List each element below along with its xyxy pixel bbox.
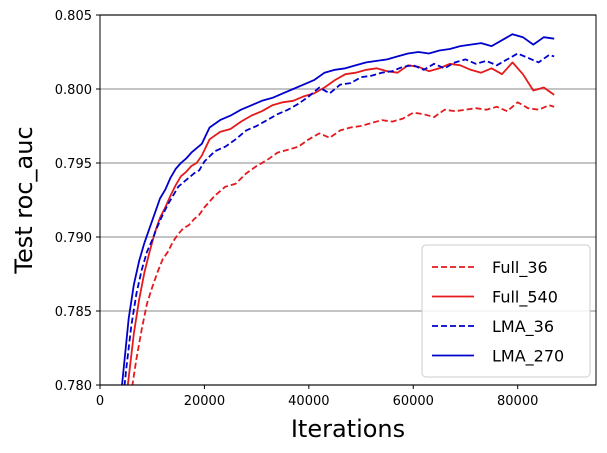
x-axis: 0 20000 40000 60000 80000 bbox=[96, 385, 538, 409]
series-line-full-36 bbox=[131, 101, 555, 385]
y-tick-label: 0.805 bbox=[55, 9, 92, 24]
x-tick-label: 80000 bbox=[497, 394, 538, 409]
legend-label: LMA_36 bbox=[492, 317, 554, 337]
y-tick-label: 0.780 bbox=[55, 379, 92, 394]
x-tick-label: 0 bbox=[96, 394, 104, 409]
y-axis: 0.780 0.785 0.790 0.795 0.800 0.805 bbox=[55, 9, 100, 394]
legend-label: Full_540 bbox=[492, 288, 558, 308]
series-layer bbox=[121, 33, 555, 385]
y-tick-label: 0.795 bbox=[55, 157, 92, 172]
legend-label: LMA_270 bbox=[492, 347, 564, 367]
plot-frame bbox=[99, 14, 597, 386]
y-tick-label: 0.785 bbox=[55, 305, 92, 320]
legend-label: Full_36 bbox=[492, 258, 548, 278]
legend: Full_36 Full_540 LMA_36 LMA_270 bbox=[421, 244, 591, 378]
x-axis-label: Iterations bbox=[291, 415, 405, 443]
y-tick-label: 0.800 bbox=[55, 83, 92, 98]
series-line-full-540 bbox=[126, 61, 555, 385]
y-tick-label: 0.790 bbox=[55, 231, 92, 246]
x-tick-label: 20000 bbox=[184, 394, 225, 409]
legend-box bbox=[421, 244, 591, 378]
x-tick-label: 40000 bbox=[288, 394, 329, 409]
x-tick-label: 60000 bbox=[393, 394, 434, 409]
series-line-lma-36 bbox=[123, 52, 555, 385]
y-axis-label: Test roc_auc bbox=[10, 126, 38, 274]
series-line-lma-270 bbox=[121, 33, 555, 385]
